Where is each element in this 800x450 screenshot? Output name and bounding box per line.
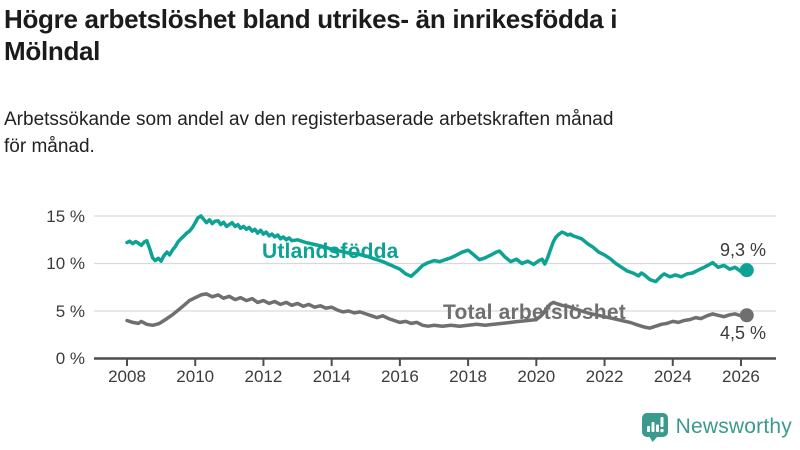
y-axis-label: 10 % <box>46 254 85 273</box>
x-axis-label: 2018 <box>449 367 487 386</box>
chart-subtitle: Arbetssökande som andel av den registerb… <box>4 107 794 161</box>
series-label-total-arbetsloshet: Total arbetslöshet <box>443 301 626 324</box>
end-value-label-total: 4,5 % <box>719 323 766 343</box>
newsworthy-logo-text: Newsworthy <box>675 415 792 438</box>
series-line-1 <box>125 214 749 284</box>
series-label-utlandsfodda: Utlandsfödda <box>262 240 399 263</box>
x-axis-label: 2022 <box>585 367 624 386</box>
y-axis-label: 15 % <box>46 206 85 226</box>
x-axis-label: 2026 <box>722 367 760 386</box>
x-axis-label: 2012 <box>244 367 283 386</box>
series-end-dot-1 <box>739 263 754 278</box>
y-axis-label: 5 % <box>55 301 85 321</box>
x-axis-label: 2014 <box>312 367 351 386</box>
x-axis-label: 2020 <box>517 367 556 386</box>
newsworthy-logo: Newsworthy <box>641 412 792 442</box>
page-title: Högre arbetslöshet bland utrikes- än inr… <box>4 4 744 67</box>
series-end-dot-2 <box>739 308 754 323</box>
title-line-2: Mölndal <box>4 35 101 66</box>
end-value-label-utlandsfodda: 9,3 % <box>719 240 766 260</box>
subtitle-line-1: Arbetssökande som andel av den registerb… <box>4 109 614 130</box>
x-axis-label: 2016 <box>380 367 419 386</box>
subtitle-line-2: för månad. <box>4 135 95 157</box>
x-axis-label: 2008 <box>108 367 146 386</box>
bar-chart-speech-bubble-icon <box>641 413 668 442</box>
series-line-2 <box>125 292 749 330</box>
title-line-1: Högre arbetslöshet bland utrikes- än inr… <box>4 4 618 34</box>
x-axis-label: 2010 <box>176 367 215 386</box>
y-axis-label: 0 % <box>55 349 85 368</box>
x-axis-label: 2024 <box>653 367 692 386</box>
